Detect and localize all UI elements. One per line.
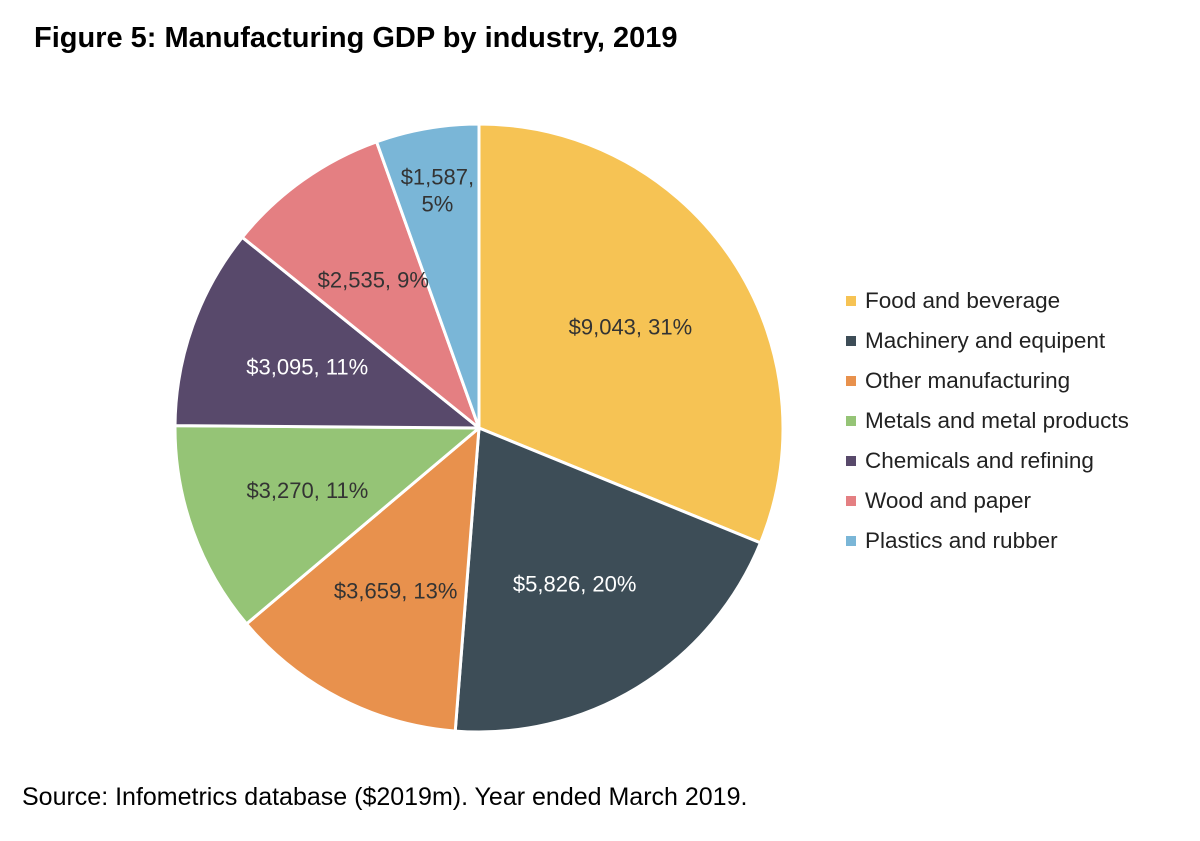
legend-label: Food and beverage	[865, 288, 1061, 313]
data-label-wood-and-paper: $2,535, 9%	[318, 267, 429, 292]
data-label-metals-and-metal-products: $3,270, 11%	[246, 478, 368, 503]
data-label-chemicals-and-refining: $3,095, 11%	[246, 355, 368, 380]
legend-item-machinery-and-equipent: Machinery and equipent	[846, 321, 1129, 361]
chart-legend: Food and beverage Machinery and equipent O…	[846, 281, 1129, 561]
data-label-plastics-and-rubber: $1,587, 5%	[401, 164, 474, 216]
pie-slice-food-and-beverage	[477, 122, 785, 545]
pie-slice-plastics-and-rubber	[375, 122, 481, 430]
legend-swatch	[846, 296, 856, 306]
legend-item-chemicals-and-refining: Chemicals and refining	[846, 441, 1129, 481]
legend-item-other-manufacturing: Other manufacturing	[846, 361, 1129, 401]
chart-title: Figure 5: Manufacturing GDP by industry,…	[34, 22, 678, 54]
legend-swatch	[846, 416, 856, 426]
legend-swatch	[846, 456, 856, 466]
pie-chart: $9,043, 31% $5,826, 20% $3,659, 13% $3,270,…	[173, 122, 785, 734]
pie-slice-machinery-and-equipent	[453, 426, 762, 734]
legend-label: Wood and paper	[865, 488, 1031, 513]
pie-slice-metals-and-metal-products	[173, 424, 481, 626]
data-label-machinery-and-equipent: $5,826, 20%	[513, 571, 637, 596]
legend-item-wood-and-paper: Wood and paper	[846, 481, 1129, 521]
data-label-food-and-beverage: $9,043, 31%	[569, 314, 693, 339]
pie-slice-other-manufacturing	[245, 426, 481, 733]
legend-item-food-and-beverage: Food and beverage	[846, 281, 1129, 321]
legend-swatch	[846, 496, 856, 506]
source-note: Source: Infometrics database ($2019m). Y…	[22, 783, 748, 811]
legend-item-metals-and-metal-products: Metals and metal products	[846, 401, 1129, 441]
data-label-other-manufacturing: $3,659, 13%	[334, 578, 458, 603]
legend-swatch	[846, 536, 856, 546]
legend-label: Metals and metal products	[865, 408, 1129, 433]
legend-item-plastics-and-rubber: Plastics and rubber	[846, 521, 1129, 561]
legend-label: Machinery and equipent	[865, 328, 1106, 353]
legend-label: Chemicals and refining	[865, 448, 1094, 473]
pie-slice-chemicals-and-refining	[173, 235, 481, 430]
pie-slice-wood-and-paper	[240, 140, 481, 430]
legend-swatch	[846, 376, 856, 386]
legend-label: Plastics and rubber	[865, 528, 1058, 553]
legend-label: Other manufacturing	[865, 368, 1071, 393]
legend-swatch	[846, 336, 856, 346]
